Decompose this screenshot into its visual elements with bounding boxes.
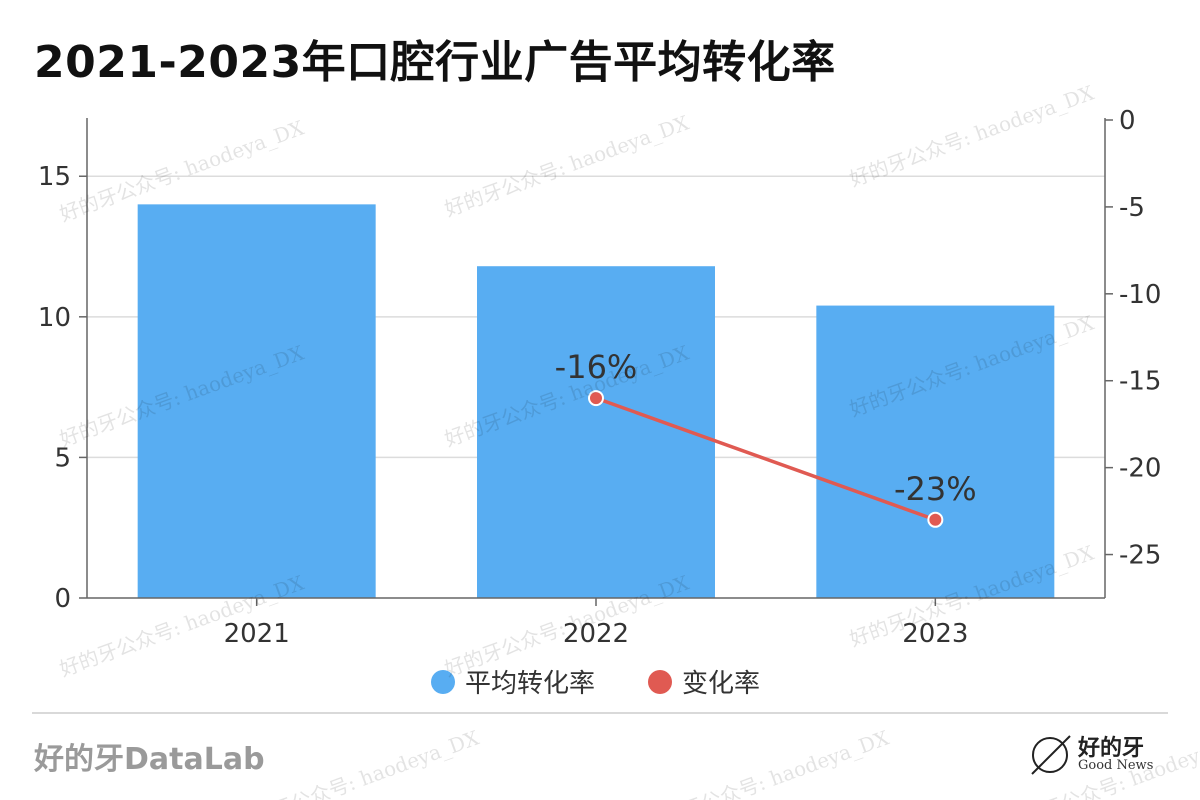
y-right-tick-label: -5: [1119, 193, 1145, 223]
data-label: -23%: [894, 470, 977, 508]
y-right-tick-label: -15: [1119, 367, 1161, 397]
footer-brand: 好的牙DataLab: [34, 742, 265, 777]
y-left-tick-label: 0: [54, 584, 71, 614]
x-tick-label: 2021: [224, 619, 290, 649]
y-left-tick-label: 10: [38, 303, 71, 333]
legend-label: 变化率: [682, 669, 760, 699]
bar: [137, 204, 376, 598]
bar: [477, 266, 715, 598]
x-tick-label: 2023: [902, 619, 968, 649]
watermark-text: 好的牙公众号: haodeya_DX: [231, 725, 483, 800]
legend-marker: [648, 670, 672, 694]
data-label: -16%: [555, 348, 638, 386]
legend-label: 平均转化率: [465, 669, 595, 699]
line-point: [927, 511, 944, 528]
logo-circle-icon: [1031, 735, 1071, 775]
legend-marker: [431, 670, 455, 694]
brand-logo: 好的牙 Good News: [1028, 726, 1168, 786]
footer-divider: [32, 712, 1168, 714]
y-right-tick-label: -25: [1119, 541, 1161, 571]
y-right-tick-label: -10: [1119, 280, 1161, 310]
logo-subtext: Good News: [1078, 758, 1154, 773]
watermark-text: 好的牙公众号: haodeya_DX: [641, 725, 893, 800]
chart: 0 5 10 15 0 -5 -10 -15 -20 -25 2021 2022 2023 -16% -23…: [38, 106, 1162, 699]
y-right-tick-label: -20: [1119, 454, 1161, 484]
y-left-tick-label: 5: [54, 443, 71, 473]
x-tick-label: 2022: [563, 619, 629, 649]
line-point: [588, 390, 604, 407]
bar: [816, 305, 1055, 598]
y-right-tick-label: 0: [1119, 106, 1136, 136]
y-left-tick-label: 15: [38, 162, 71, 192]
page-title: 2021-2023年口腔行业广告平均转化率: [34, 37, 836, 88]
logo-text: 好的牙: [1078, 735, 1145, 761]
line-series: [595, 396, 936, 522]
